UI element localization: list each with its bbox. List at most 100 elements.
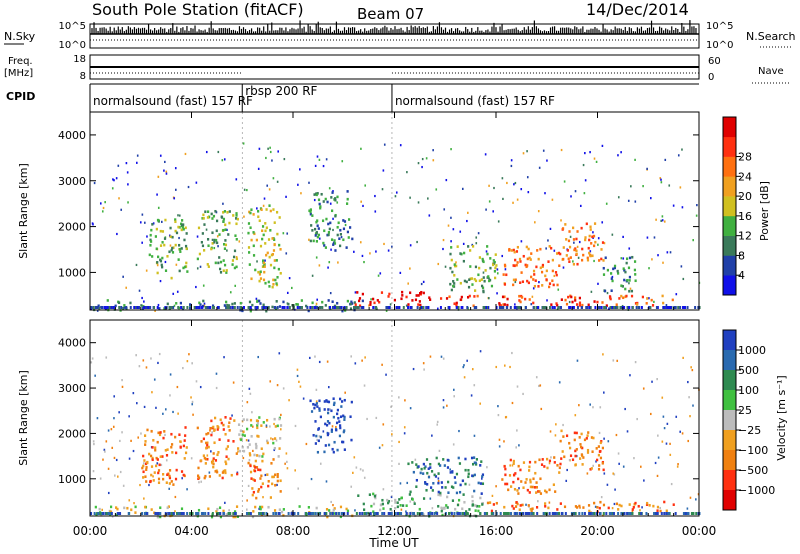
ground-scatter [627,512,630,515]
ground-scatter [662,306,665,309]
echo-cell [220,216,224,219]
echo-speckle [121,431,123,434]
echo-cell [291,304,294,307]
echo-cell [222,220,225,223]
echo-cell [251,493,254,497]
echo-cell [156,261,159,264]
echo-speckle [252,449,254,453]
echo-cell [309,210,312,214]
echo-cell [503,295,506,299]
echo-speckle [277,150,280,153]
ground-scatter [598,306,601,309]
echo-cell [451,470,454,473]
ground-scatter [156,306,159,309]
ground-scatter [461,512,464,515]
echo-cell [337,221,340,225]
echo-cell [519,281,522,284]
echo-speckle [646,167,648,170]
echo-cell [271,237,274,240]
echo-speckle [107,467,110,470]
echo-cell [200,240,203,244]
echo-cell [130,508,133,512]
echo-cell [239,429,242,433]
echo-cell [575,303,579,306]
echo-speckle [422,280,425,283]
echo-cell [202,454,205,458]
echo-cell [446,466,450,469]
echo-cell [382,507,385,510]
echo-speckle [328,261,331,264]
echo-cell [257,435,260,438]
echo-cell [256,423,259,427]
echo-cell [440,506,443,510]
echo-cell [231,263,234,266]
echo-cell [202,299,205,303]
echo-speckle [628,247,631,250]
echo-speckle [660,181,663,184]
echo-speckle [165,170,168,173]
echo-cell [207,265,210,268]
echo-cell [224,243,228,247]
echo-cell [343,429,346,432]
ground-scatter [157,512,160,515]
echo-speckle [369,252,371,255]
echo-speckle [297,487,300,490]
echo-cell [321,300,324,304]
echo-speckle [379,272,382,275]
echo-cell [225,462,228,466]
echo-cell [109,505,113,509]
ground-scatter [506,512,509,515]
ground-scatter [604,306,607,309]
echo-cell [307,506,310,509]
echo-cell [280,510,284,514]
echo-cell [226,211,229,214]
echo-cell [315,220,318,224]
echo-cell [409,291,412,295]
ground-scatter [147,306,150,309]
echo-speckle [308,181,310,184]
echo-cell [184,244,188,248]
ground-scatter [599,512,602,515]
echo-cell [175,468,178,472]
echo-cell [452,486,455,489]
ground-scatter [427,512,430,515]
echo-cell [459,483,462,487]
echo-cell [252,254,256,257]
echo-cell [437,462,441,466]
echo-cell [174,218,177,221]
echo-cell [216,453,219,457]
echo-cell [381,502,384,506]
echo-speckle [593,157,596,160]
echo-cell [481,257,484,261]
echo-cell [97,304,100,308]
echo-speckle [269,150,272,154]
echo-speckle [137,436,140,439]
echo-cell [528,465,531,469]
echo-cell [512,473,516,477]
echo-cell [440,481,443,484]
echo-cell [567,239,571,243]
echo-speckle [634,200,637,203]
echo-cell [129,301,132,305]
echo-speckle [363,260,365,264]
echo-speckle [191,400,194,404]
ground-scatter [626,512,629,515]
echo-speckle [575,454,578,458]
echo-cell [212,214,216,218]
echo-cell [620,284,623,288]
ground-scatter [686,512,689,515]
echo-cell [343,398,346,402]
echo-speckle [330,500,332,504]
echo-speckle [352,471,354,474]
xtick-label: 00:00 [682,524,717,538]
echo-cell [475,458,479,461]
echo-cell [458,462,462,465]
echo-cell [317,439,320,443]
echo-speckle [560,148,563,152]
ground-scatter [482,306,485,309]
echo-cell [630,289,634,293]
echo-cell [223,304,226,307]
echo-cell [214,209,217,213]
ytick-label: 2000 [58,221,86,234]
echo-cell [234,234,237,238]
